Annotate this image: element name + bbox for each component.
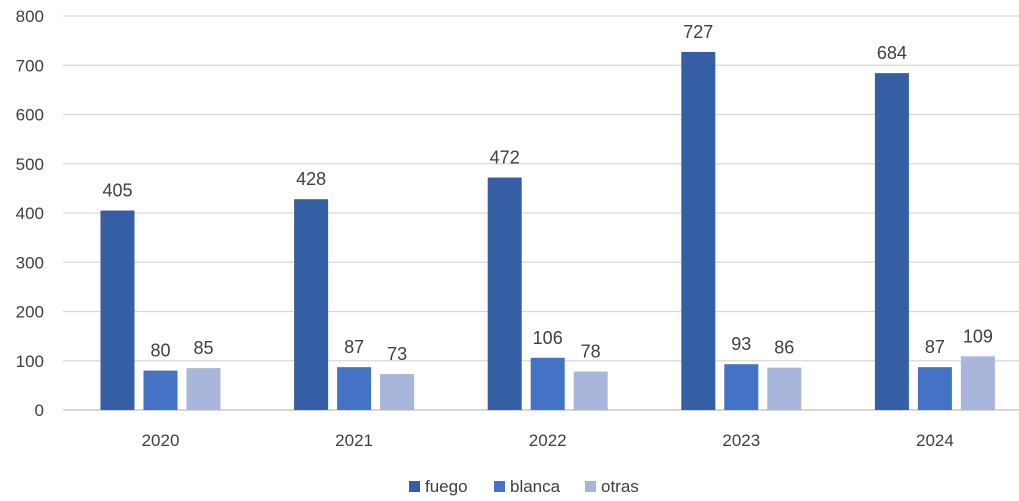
- legend-swatch: [409, 481, 420, 492]
- data-label: 428: [296, 169, 326, 189]
- data-label: 106: [533, 328, 563, 348]
- x-tick-label: 2024: [916, 431, 954, 450]
- data-label: 73: [387, 344, 407, 364]
- legend-label: otras: [601, 477, 639, 496]
- y-tick-label: 300: [16, 253, 44, 272]
- y-tick-label: 0: [35, 401, 44, 420]
- legend-swatch: [494, 481, 505, 492]
- gridlines: [63, 15, 1019, 411]
- bar-otras-2024: [960, 356, 995, 410]
- y-tick-label: 400: [16, 204, 44, 223]
- legend-label: fuego: [425, 477, 468, 496]
- bar-blanca-2020: [143, 370, 178, 410]
- legend-swatch: [585, 481, 596, 492]
- data-labels: 405 80 85 428 87 73 472 106 78 727 93 86 684 87 109: [102, 22, 992, 364]
- y-tick-label: 600: [16, 106, 44, 125]
- y-tick-label: 100: [16, 352, 44, 371]
- data-label: 109: [963, 326, 993, 346]
- legend-item-blanca: blanca: [494, 477, 561, 496]
- data-label: 93: [731, 334, 751, 354]
- bar-fuego-2022: [487, 177, 522, 410]
- bar-blanca-2023: [724, 364, 759, 410]
- data-label: 684: [877, 43, 907, 63]
- bar-otras-2023: [767, 367, 802, 410]
- bar-blanca-2021: [337, 367, 372, 410]
- x-tick-label: 2021: [335, 431, 373, 450]
- bar-otras-2021: [380, 374, 415, 410]
- y-tick-label: 500: [16, 155, 44, 174]
- x-tick-label: 2023: [722, 431, 760, 450]
- data-label: 87: [344, 337, 364, 357]
- bar-otras-2022: [573, 371, 608, 410]
- bar-fuego-2024: [874, 73, 909, 410]
- bar-blanca-2024: [917, 367, 952, 410]
- data-label: 87: [925, 337, 945, 357]
- data-label: 85: [193, 338, 213, 358]
- bar-fuego-2020: [100, 210, 135, 410]
- x-axis-ticks: 2020 2021 2022 2023 2024: [142, 431, 954, 450]
- legend: fuego blanca otras: [409, 477, 639, 496]
- data-label: 86: [774, 338, 794, 358]
- bar-blanca-2022: [530, 357, 565, 410]
- data-label: 405: [102, 181, 132, 201]
- y-tick-label: 200: [16, 303, 44, 322]
- bar-otras-2020: [186, 368, 221, 410]
- data-label: 80: [150, 341, 170, 361]
- bars: [100, 51, 995, 410]
- y-tick-label: 800: [16, 7, 44, 26]
- bar-fuego-2023: [681, 51, 716, 410]
- x-tick-label: 2020: [142, 431, 180, 450]
- x-tick-label: 2022: [529, 431, 567, 450]
- data-label: 78: [581, 342, 601, 362]
- legend-item-otras: otras: [585, 477, 639, 496]
- legend-item-fuego: fuego: [409, 477, 468, 496]
- data-label: 727: [683, 22, 713, 42]
- y-axis-ticks: 0 100 200 300 400 500 600 700 800: [16, 7, 44, 420]
- y-tick-label: 700: [16, 56, 44, 75]
- legend-label: blanca: [510, 477, 561, 496]
- data-label: 472: [490, 148, 520, 168]
- bar-fuego-2021: [294, 199, 329, 410]
